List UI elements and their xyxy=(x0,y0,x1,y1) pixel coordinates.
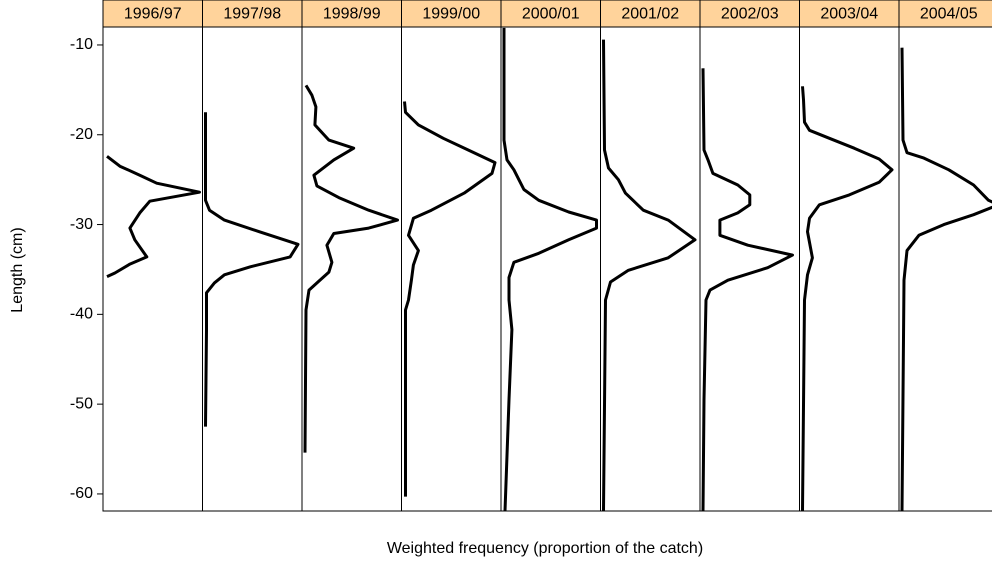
distribution-line xyxy=(602,39,697,512)
panel-frame xyxy=(699,26,800,512)
distribution-line xyxy=(106,155,201,278)
panel-frame xyxy=(102,26,203,512)
distribution-line xyxy=(801,86,894,512)
panel-frame xyxy=(202,26,303,512)
distribution-line xyxy=(701,68,794,512)
y-tick-label: -60 xyxy=(70,485,93,502)
distribution-line xyxy=(900,47,992,512)
distribution-line xyxy=(502,27,598,512)
strip xyxy=(898,0,992,28)
y-tick-label: -20 xyxy=(70,126,93,143)
y-tick-label: -10 xyxy=(70,36,93,53)
strip-label: 2000/01 xyxy=(522,6,580,23)
strip-label: 1998/99 xyxy=(323,6,381,23)
strip-label: 2003/04 xyxy=(820,6,878,23)
panel-frame xyxy=(401,26,502,512)
strip-label: 2004/05 xyxy=(920,6,978,23)
strip-label: 2002/03 xyxy=(721,6,779,23)
distribution-line xyxy=(204,112,300,427)
distribution-line xyxy=(303,84,399,453)
panel-frame xyxy=(500,26,601,512)
strip-label: 1999/00 xyxy=(422,6,480,23)
panel-frame xyxy=(799,26,900,512)
y-tick-label: -50 xyxy=(70,395,93,412)
strip-label: 2001/02 xyxy=(621,6,679,23)
panel-frame xyxy=(600,26,701,512)
panel-frame xyxy=(898,26,992,512)
strip xyxy=(500,0,601,28)
y-axis-label: Length (cm) xyxy=(9,227,26,312)
panel-frame xyxy=(301,26,402,512)
x-axis-label: Weighted frequency (proportion of the ca… xyxy=(387,540,703,557)
strip-label: 1996/97 xyxy=(124,6,182,23)
y-tick-label: -40 xyxy=(70,306,93,323)
distribution-line xyxy=(403,101,497,497)
strip-label: 1997/98 xyxy=(223,6,281,23)
y-tick-label: -30 xyxy=(70,216,93,233)
